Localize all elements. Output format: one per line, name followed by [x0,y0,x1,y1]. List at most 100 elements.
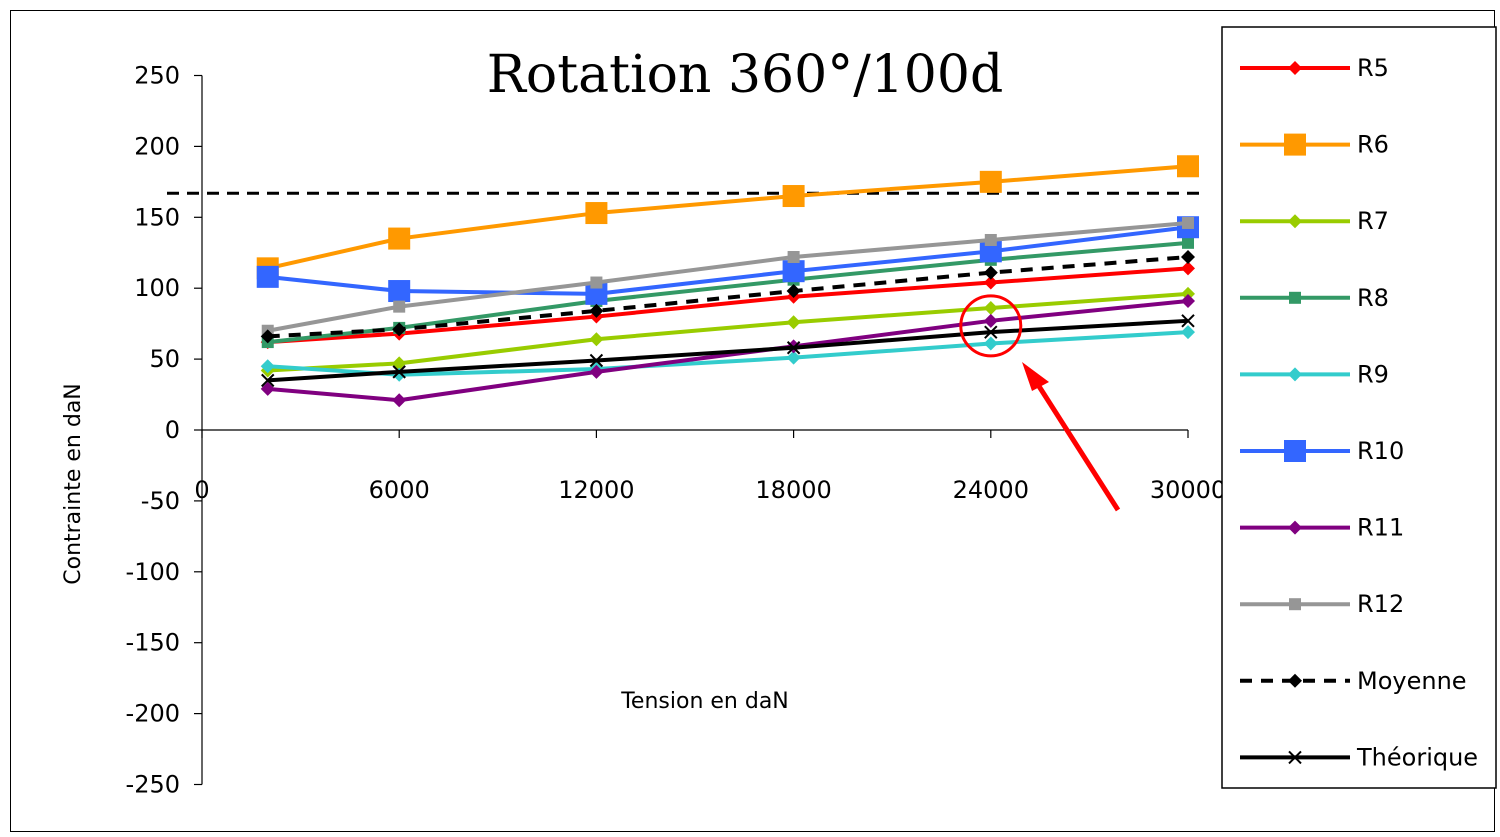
data-point [1181,286,1195,301]
data-point [388,280,411,303]
data-point [984,233,997,246]
data-point [1181,293,1195,308]
legend-item-r11: R11 [1240,514,1404,542]
series-line [267,225,1189,296]
highlight-circle [959,294,1023,358]
legend-label: R5 [1357,54,1389,82]
y-axis-label: Contrainte en daN [61,383,86,585]
legend-marker [1288,214,1302,229]
data-point [782,185,805,208]
data-point [786,341,801,355]
series-r6 [256,155,1199,280]
data-point [787,251,800,264]
data-point [260,381,275,396]
data-point [1182,236,1194,249]
series-layer [256,155,1199,408]
marker-stroke [1288,750,1302,765]
data-point [984,325,998,339]
y-tick-label: 50 [149,345,180,373]
legend-label: R11 [1357,514,1404,542]
series-line [267,255,1189,339]
legend-label: R9 [1357,360,1389,388]
legend-marker [1284,133,1306,156]
data-point [1182,216,1194,229]
legend-marker [1288,673,1302,688]
series-line [267,298,1189,403]
legend-label: Théorique [1356,743,1478,771]
data-point [1177,155,1199,178]
series-line [267,318,1189,383]
data-point [392,356,407,371]
x-tick-label: 0 [194,476,209,504]
legend-marker [1289,598,1301,611]
series-moyenne [260,250,1195,344]
data-point [392,322,407,337]
x-tick-label: 24000 [953,476,1029,504]
legend-item-moyenne: Moyenne [1240,667,1467,695]
x-tick-label: 6000 [369,476,430,504]
legend-marker [1289,291,1301,304]
legend-marker [1288,367,1302,382]
legend-item-r6: R6 [1240,131,1389,159]
data-point [1181,325,1195,340]
legend-marker [1284,440,1306,462]
data-point [260,359,275,374]
axes: 250 200 150 100 50 0 -50 -100 -150 -200 -250 0 6000 1… [126,62,1227,799]
series-théorique [261,314,1195,388]
y-tick-label: -200 [126,700,180,728]
data-point [585,202,608,225]
data-point [983,313,998,328]
legend-item-r8: R8 [1240,284,1389,312]
data-point [983,301,998,316]
data-point [589,353,604,368]
data-point [392,365,406,379]
legend-label: R8 [1357,284,1389,312]
data-point [983,265,998,280]
legend-item-r12: R12 [1240,590,1404,618]
data-point [983,275,998,290]
data-point [393,300,406,313]
y-tick-label: 100 [134,274,180,302]
y-tick-label: -50 [141,487,180,515]
legend-label: Moyenne [1357,667,1467,695]
legend-marker [1288,750,1302,765]
y-tick-label: -150 [126,629,180,657]
legend-label: R12 [1357,590,1404,618]
data-point [983,336,998,351]
x-tick-label: 12000 [558,476,634,504]
legend-item-r5: R5 [1240,54,1389,82]
data-point [260,329,275,344]
legend-box [1221,26,1497,789]
arrow-shaft [1032,378,1121,512]
y-tick-label: -250 [126,771,180,799]
legend-label: R6 [1357,131,1389,159]
legend: R5 R6 R7 R8 R9 R10 R11 R12 Moyenne Théorique [1240,54,1478,771]
y-tick-label: 0 [165,416,180,444]
legend-item-r9: R9 [1240,360,1389,388]
x-tick-label: 18000 [755,476,831,504]
marker-stroke [984,325,998,339]
data-point [589,332,604,347]
arrow-head [1022,362,1049,391]
data-point [979,170,1002,193]
series-line [267,291,1189,373]
data-point [590,276,603,289]
y-tick-label: 200 [134,132,180,160]
legend-item-théorique: Théorique [1240,743,1478,771]
x-axis-label: Tension en daN [620,689,789,714]
marker-stroke [392,365,406,379]
data-point [261,373,275,388]
y-tick-label: -100 [126,558,180,586]
data-point [786,315,801,330]
data-point [589,303,604,318]
chart-title: Rotation 360°/100d [487,45,1004,105]
data-point [589,364,604,379]
data-point [786,284,801,299]
series-line [267,164,1189,271]
data-point [392,393,407,408]
data-point [1181,261,1195,276]
series-line [267,266,1189,345]
marker-stroke [786,341,801,355]
legend-item-r10: R10 [1240,437,1404,465]
